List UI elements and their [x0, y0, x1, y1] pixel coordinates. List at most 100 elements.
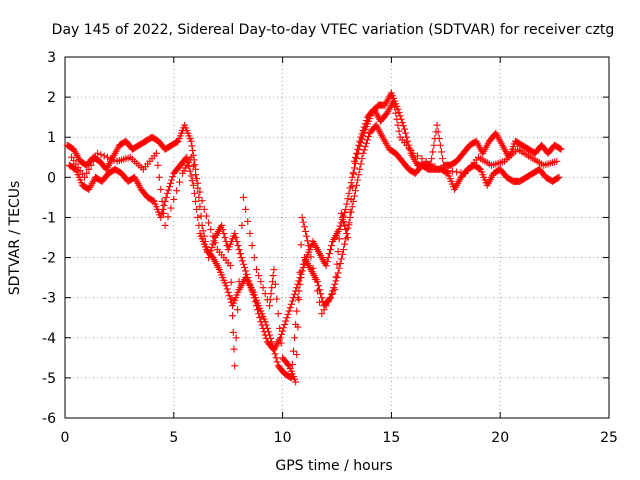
data-point — [155, 173, 163, 181]
data-point — [239, 193, 247, 201]
data-point — [107, 155, 115, 163]
data-point — [198, 197, 206, 205]
data-point — [313, 287, 321, 295]
data-point — [344, 234, 352, 241]
data-point — [233, 238, 241, 246]
data-point — [347, 179, 355, 187]
x-tick-label: 10 — [274, 430, 292, 446]
data-point — [224, 288, 232, 296]
data-point — [205, 219, 213, 227]
y-tick-label: -2 — [42, 251, 56, 267]
data-point — [307, 253, 315, 261]
y-tick-label: 3 — [47, 50, 56, 66]
data-point — [264, 328, 272, 336]
data-point — [160, 209, 168, 217]
data-point — [187, 172, 195, 180]
data-point — [436, 141, 444, 149]
data-point — [242, 267, 250, 275]
data-point — [324, 298, 332, 306]
data-point — [362, 117, 370, 125]
data-point — [256, 314, 264, 322]
data-point — [444, 167, 452, 175]
data-point — [335, 225, 343, 233]
data-point — [440, 166, 448, 174]
data-point — [354, 145, 362, 153]
data-point — [298, 213, 306, 221]
data-point — [87, 161, 95, 169]
data-point — [437, 148, 445, 156]
data-point — [358, 130, 366, 138]
data-point — [85, 165, 93, 173]
data-point — [193, 175, 201, 183]
data-point — [271, 350, 279, 358]
data-point — [337, 209, 345, 217]
data-point — [340, 246, 348, 254]
data-point — [161, 221, 169, 229]
data-point — [291, 290, 299, 298]
data-point — [257, 278, 265, 286]
data-point — [97, 151, 105, 159]
data-point — [346, 208, 354, 216]
data-point — [208, 244, 216, 252]
data-point — [278, 330, 286, 338]
data-point — [187, 137, 195, 145]
data-point — [189, 181, 197, 189]
data-point — [301, 227, 309, 235]
data-point — [348, 183, 356, 191]
data-point — [322, 262, 330, 270]
data-point — [270, 346, 278, 354]
data-point — [334, 248, 342, 256]
data-point — [238, 257, 246, 265]
data-point — [286, 304, 294, 312]
data-point — [329, 290, 337, 298]
data-point — [323, 258, 331, 266]
data-point — [343, 200, 351, 208]
data-point — [348, 173, 356, 181]
y-tick-label: -1 — [42, 210, 56, 226]
data-point — [287, 300, 295, 308]
data-point — [357, 133, 365, 141]
x-axis-label: GPS time / hours — [275, 458, 392, 474]
data-point — [345, 221, 353, 229]
data-point — [241, 264, 249, 272]
data-point — [300, 223, 308, 231]
data-point — [311, 276, 319, 284]
y-tick-label: -6 — [42, 411, 56, 427]
data-point — [207, 225, 215, 233]
data-point — [431, 163, 439, 171]
data-point — [338, 213, 346, 221]
x-tick-label: 0 — [61, 430, 70, 446]
data-point — [292, 378, 300, 386]
data-point — [435, 135, 443, 143]
data-point — [194, 179, 202, 187]
data-point — [226, 262, 234, 270]
chart-title: Day 145 of 2022, Sidereal Day-to-day VTE… — [52, 22, 615, 38]
data-point — [160, 201, 168, 209]
data-point — [336, 260, 344, 268]
grid — [65, 57, 609, 418]
data-point — [315, 282, 323, 290]
data-point — [453, 168, 461, 176]
data-point — [557, 145, 565, 153]
data-point — [186, 167, 194, 175]
data-point — [269, 272, 277, 280]
data-point — [263, 324, 271, 332]
data-point — [433, 121, 441, 129]
data-point — [100, 152, 108, 160]
data-point — [267, 334, 275, 342]
data-point — [284, 310, 292, 318]
data-point — [202, 212, 210, 220]
data-point — [268, 338, 276, 346]
data-point — [427, 160, 435, 168]
data-point — [350, 164, 358, 172]
data-point — [157, 213, 165, 221]
data-point — [223, 285, 231, 293]
y-tick-label: 1 — [47, 130, 56, 146]
data-point — [176, 178, 184, 186]
data-point — [195, 193, 203, 201]
data-point — [266, 296, 274, 304]
data-point — [404, 137, 412, 145]
data-point — [229, 312, 237, 320]
data-point — [230, 345, 238, 353]
